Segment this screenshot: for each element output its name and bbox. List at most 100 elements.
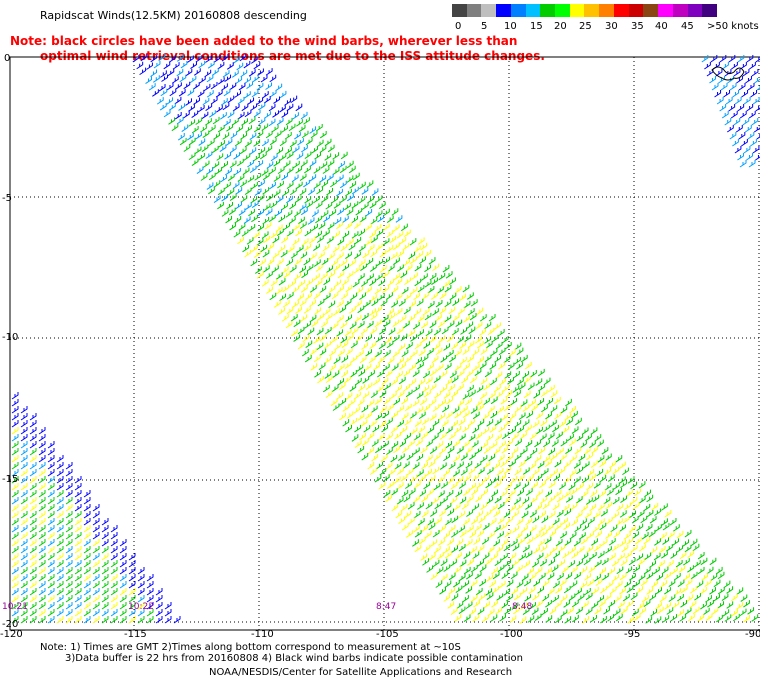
wind-barb xyxy=(425,468,433,477)
footnote-credit: NOAA/NESDIS/Center for Satellite Applica… xyxy=(209,667,513,678)
wind-barb xyxy=(571,551,578,559)
wind-barb xyxy=(472,348,480,356)
wind-barb xyxy=(361,342,369,350)
wind-barb xyxy=(459,496,467,505)
wind-barb xyxy=(292,285,300,294)
wind-barb xyxy=(83,546,91,554)
wind-barb xyxy=(388,468,396,476)
wind-barb xyxy=(336,300,344,308)
wind-barb xyxy=(189,75,197,84)
wind-barb xyxy=(438,509,446,517)
legend-swatch-1 xyxy=(466,4,482,17)
wind-barb xyxy=(383,208,390,217)
wind-barb xyxy=(595,578,603,586)
wind-barb xyxy=(529,462,537,470)
wind-barb xyxy=(591,446,599,454)
wind-barb xyxy=(372,425,380,433)
wind-barb xyxy=(290,251,298,259)
wind-barb xyxy=(217,201,224,210)
wind-barb xyxy=(736,587,744,595)
wind-barb xyxy=(332,245,340,253)
wind-barb xyxy=(128,609,136,617)
wind-barb xyxy=(492,571,500,580)
wind-barb xyxy=(709,587,716,595)
wind-barb xyxy=(352,280,360,288)
wind-barb xyxy=(749,62,756,70)
wind-barb xyxy=(729,132,737,140)
wind-barb xyxy=(20,476,28,484)
wind-barb xyxy=(319,130,327,139)
wind-barb xyxy=(322,384,330,393)
wind-barb xyxy=(303,117,310,125)
wind-barb xyxy=(597,503,605,511)
wind-barb xyxy=(497,502,505,510)
wind-barb xyxy=(397,390,405,398)
wind-barb xyxy=(38,581,46,589)
wind-barb xyxy=(20,497,28,505)
wind-barb xyxy=(626,537,633,545)
wind-barb xyxy=(271,124,279,133)
wind-barb xyxy=(420,321,428,329)
wind-barb xyxy=(589,473,596,482)
wind-barb xyxy=(365,411,372,420)
wind-barb xyxy=(740,62,747,70)
wind-barb xyxy=(38,553,46,561)
wind-barb xyxy=(47,469,55,477)
wind-barb xyxy=(424,389,431,398)
wind-barb xyxy=(11,441,19,449)
wind-barb xyxy=(261,138,269,147)
wind-barb xyxy=(20,553,28,561)
wind-barb xyxy=(360,279,368,287)
wind-barb xyxy=(425,439,433,448)
wind-barb xyxy=(38,546,46,554)
wind-barb xyxy=(273,96,281,104)
wind-barb xyxy=(683,573,691,581)
wind-barb xyxy=(344,328,352,337)
wind-barb xyxy=(555,538,563,547)
wind-barb xyxy=(383,256,391,265)
wind-barb xyxy=(456,601,464,609)
wind-barb xyxy=(92,525,100,533)
wind-barb xyxy=(599,474,607,483)
wind-barb xyxy=(490,411,498,419)
wind-barb xyxy=(547,384,555,393)
wind-barb xyxy=(748,111,756,119)
wind-barb xyxy=(295,181,303,190)
wind-barb xyxy=(494,480,501,488)
wind-barb xyxy=(195,117,203,125)
wind-barb xyxy=(518,412,526,420)
wind-barb xyxy=(38,609,46,617)
wind-barb xyxy=(457,369,465,378)
wind-barb xyxy=(518,460,526,468)
wind-barb xyxy=(568,482,576,491)
wind-barb xyxy=(65,497,73,505)
wind-barb xyxy=(346,238,354,246)
wind-barb xyxy=(538,525,546,533)
wind-barb xyxy=(146,62,153,70)
wind-barb xyxy=(554,490,562,498)
wind-barb xyxy=(542,594,549,602)
wind-barb xyxy=(198,153,205,161)
wind-barb xyxy=(476,341,484,349)
wind-barb xyxy=(340,243,348,252)
wind-barb xyxy=(268,214,276,223)
wind-barb xyxy=(457,307,465,315)
wind-barb xyxy=(356,286,363,294)
wind-barb xyxy=(402,321,410,329)
coastline xyxy=(711,66,745,81)
wind-barb xyxy=(394,431,402,440)
wind-barb xyxy=(469,312,477,321)
wind-barb xyxy=(677,579,685,588)
wind-barb xyxy=(491,567,498,575)
wind-barb xyxy=(443,594,451,602)
wind-barb xyxy=(440,370,448,378)
wind-barb xyxy=(498,580,506,589)
wind-barb xyxy=(207,61,215,69)
wind-barb xyxy=(222,102,230,111)
wind-barb xyxy=(533,579,540,587)
wind-barb xyxy=(65,581,73,589)
wind-barb xyxy=(65,525,73,533)
wind-barb xyxy=(238,208,246,216)
wind-barb xyxy=(20,448,28,456)
wind-barb xyxy=(607,614,615,622)
